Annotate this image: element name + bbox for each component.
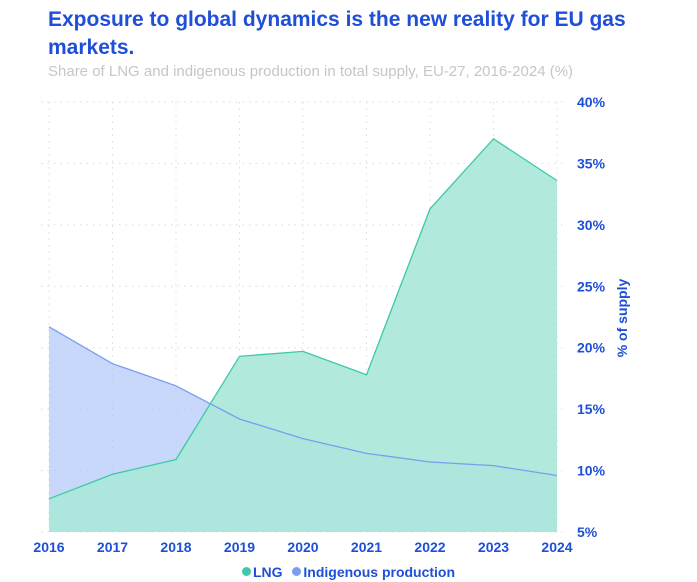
y-tick-label: 15% <box>577 401 606 417</box>
x-axis-ticks: 2016 2017 2018 2019 2020 2021 2022 2023 2024 <box>33 539 572 555</box>
area-lng <box>49 138 557 532</box>
x-tick-label: 2017 <box>97 539 128 555</box>
y-tick-label: 25% <box>577 278 606 294</box>
y-tick-label: 30% <box>577 217 606 233</box>
x-tick-label: 2023 <box>478 539 509 555</box>
y-axis-label: % of supply <box>614 279 630 358</box>
chart-subtitle: Share of LNG and indigenous production i… <box>48 63 574 80</box>
lng-swatch-icon <box>241 567 251 576</box>
y-tick-label: 40% <box>577 94 606 110</box>
legend-label-lng: LNG <box>252 563 283 580</box>
series-areas <box>48 138 558 532</box>
y-tick-label: 5% <box>577 524 598 540</box>
x-tick-label: 2020 <box>287 539 318 555</box>
x-tick-label: 2024 <box>541 539 572 555</box>
chart-title: Exposure to global dynamics is the new r… <box>48 8 626 59</box>
y-tick-label: 35% <box>577 155 606 171</box>
x-tick-label: 2019 <box>224 539 255 555</box>
indigenous-swatch-icon <box>292 567 302 576</box>
legend-item-indigenous[interactable]: Indigenous production <box>288 564 455 580</box>
x-tick-label: 2021 <box>351 539 382 555</box>
y-tick-label: 20% <box>577 340 606 356</box>
legend: LNG Indigenous production <box>0 563 697 580</box>
x-tick-label: 2022 <box>414 539 445 555</box>
y-axis-ticks: 5% 10% 15% 20% 25% 30% 35% 40% <box>577 94 606 540</box>
legend-item-lng[interactable]: LNG <box>241 563 283 580</box>
x-tick-label: 2018 <box>160 539 191 555</box>
y-tick-label: 10% <box>577 463 606 479</box>
legend-label-indigenous: Indigenous production <box>303 563 456 580</box>
x-tick-label: 2016 <box>33 539 64 555</box>
